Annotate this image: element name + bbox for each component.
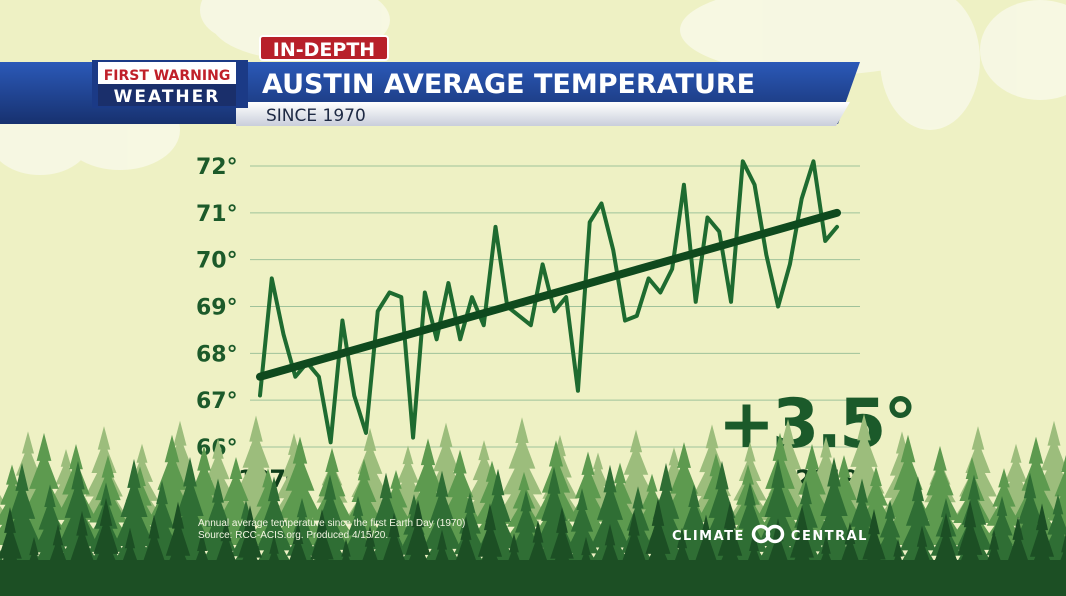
y-tick-label: 68°	[196, 342, 238, 367]
logo-word-central: CENTRAL	[790, 528, 868, 544]
caption-line-2: Source: RCC-ACIS.org. Produced 4/15/20.	[198, 530, 389, 541]
caption-line-1: Annual average temperature since the fir…	[198, 518, 466, 529]
temperature-chart: 72°71°70°69°68°67°66° 19702019	[196, 155, 860, 493]
y-tick-label: 72°	[196, 155, 238, 180]
y-tick-label: 67°	[196, 389, 238, 414]
trend-line	[256, 208, 841, 381]
series-lines	[256, 159, 841, 445]
page-title: AUSTIN AVERAGE TEMPERATURE	[262, 69, 755, 100]
temperature-line	[258, 159, 839, 445]
chart-caption: Annual average temperature since the fir…	[198, 518, 618, 542]
forest-silhouette	[0, 413, 1066, 596]
y-tick-label: 71°	[196, 202, 238, 227]
climate-central-logo: CLIMATE CENTRAL	[672, 522, 868, 550]
y-tick-label: 69°	[196, 296, 238, 321]
page-subtitle: SINCE 1970	[266, 106, 366, 126]
rings-icon	[751, 524, 785, 548]
y-axis-ticks: 72°71°70°69°68°67°66°	[196, 155, 238, 461]
y-tick-label: 70°	[196, 249, 238, 274]
brand-weather: WEATHER	[114, 87, 221, 107]
header-banner: IN-DEPTH FIRST WARNING WEATHER AUSTIN AV…	[0, 35, 860, 126]
brand-first-warning: FIRST WARNING	[104, 68, 231, 84]
in-depth-tag: IN-DEPTH	[273, 39, 375, 61]
logo-word-climate: CLIMATE	[672, 528, 745, 544]
